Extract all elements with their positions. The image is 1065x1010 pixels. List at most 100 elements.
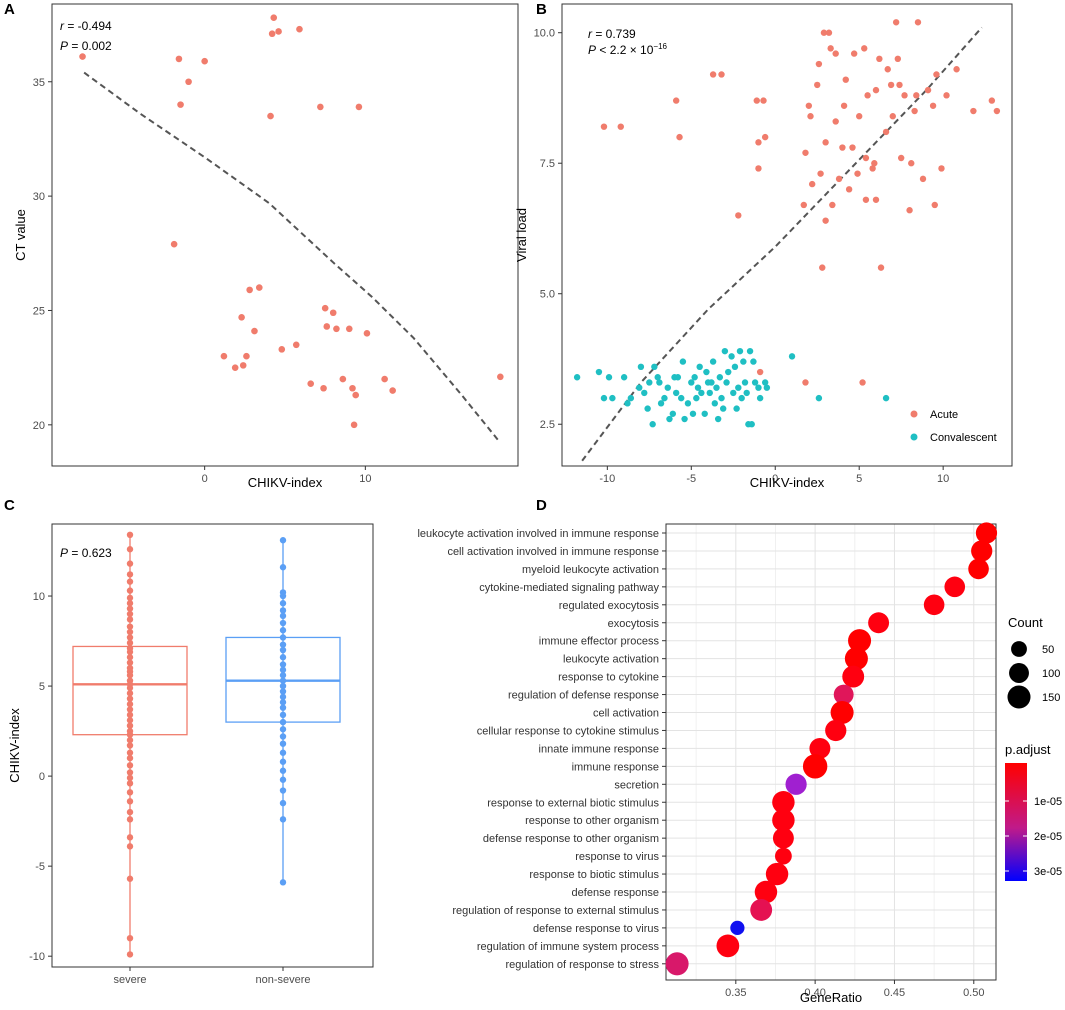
panel-c-point-non-severe: [279, 627, 287, 634]
panel-b-point-acute: [876, 55, 883, 63]
panel-c-point-severe: [126, 623, 134, 630]
panel-b-legend-key: [910, 433, 918, 441]
panel-a-point: [339, 375, 347, 383]
panel-c-point-severe: [126, 600, 134, 607]
panel-b-point-acute: [871, 160, 878, 167]
panel-c-point-severe: [126, 754, 134, 762]
panel-c-point-non-severe: [279, 776, 287, 783]
panel-b-point-acute: [832, 118, 839, 125]
panel-c-point-severe: [126, 769, 134, 776]
panel-c-point-non-severe: [279, 816, 287, 823]
panel-d-term-label: cell activation involved in immune respo…: [447, 546, 659, 558]
panel-c-point-non-severe: [279, 661, 287, 668]
panel-d-dot: [830, 700, 854, 725]
panel-b-point-convalescent: [649, 421, 656, 428]
panel-c-point-non-severe: [279, 677, 287, 684]
panel-c-point-non-severe: [279, 711, 287, 719]
panel-b-point-convalescent: [721, 347, 729, 355]
panel-c-point-severe: [126, 798, 134, 805]
panel-b-point-convalescent: [756, 394, 764, 402]
panel-b-point-acute: [877, 264, 885, 271]
panel-d-term-label: exocytosis: [608, 618, 660, 630]
panel-b-point-convalescent: [656, 379, 663, 386]
panel-d-x-tick-label: 0.45: [884, 987, 905, 999]
panel-b-point-acute: [993, 107, 1001, 115]
panel-a-x-tick-label: 0: [202, 473, 208, 485]
panel-a-y-axis-title: CT value: [13, 209, 28, 261]
panel-d-dot: [765, 862, 789, 886]
panel-c-point-severe: [126, 578, 134, 585]
panel-d-dot: [772, 808, 795, 832]
panel-b-point-convalescent: [704, 379, 712, 386]
panel-a-point: [177, 101, 184, 108]
panel-d-x-tick-label: 0.40: [804, 987, 825, 999]
panel-b-point-convalescent: [641, 389, 648, 397]
panel-b-point-convalescent: [654, 374, 661, 381]
panel-d-term-label: response to other organism: [525, 815, 659, 827]
panel-b-point-acute: [825, 29, 833, 36]
panel-a-point: [296, 25, 303, 33]
panel-b-point-convalescent: [728, 353, 735, 360]
panel-d-dot: [665, 952, 689, 976]
panel-c-point-severe: [126, 594, 134, 602]
panel-b-point-convalescent: [688, 379, 695, 386]
panel-d-term-label: response to virus: [575, 851, 659, 863]
panel-d-term-label: immune response: [572, 761, 659, 773]
panel-b-x-tick-label: 0: [772, 473, 778, 485]
panel-b-point-acute: [850, 50, 858, 57]
panel-b-point-convalescent: [696, 363, 703, 371]
panel-d-dot: [802, 754, 828, 779]
panel-c-point-severe: [126, 628, 134, 636]
panel-c-y-tick-label: 5: [39, 681, 45, 693]
panel-b-point-acute: [894, 55, 902, 63]
panel-b-y-tick-label: 10.0: [534, 28, 555, 40]
panel-b-point-acute: [709, 71, 717, 78]
panel-a-point: [352, 391, 360, 399]
panel-c-point-severe: [126, 571, 134, 578]
panel-d-dot: [868, 612, 890, 634]
panel-b-point-convalescent: [627, 394, 635, 402]
panel-b-point-convalescent: [741, 379, 749, 386]
panel-c-point-severe: [126, 808, 134, 816]
panel-a-point: [278, 346, 286, 353]
panel-a-point: [389, 387, 396, 394]
panel-b-point-acute: [755, 165, 762, 172]
panel-d-color-legend-label: 3e-05: [1034, 866, 1062, 878]
panel-b-point-acute: [753, 97, 760, 104]
panel-b-point-acute: [889, 113, 896, 120]
panel-c-point-non-severe: [279, 607, 287, 614]
panel-c-point-severe: [126, 736, 134, 744]
panel-b-point-convalescent: [644, 405, 651, 412]
panel-c-point-severe: [126, 731, 134, 738]
panel-b-point-acute: [882, 128, 890, 136]
panel-b-point-convalescent: [755, 384, 762, 391]
panel-a-point: [321, 304, 329, 312]
panel-d-dot: [716, 934, 740, 958]
panel-c-point-non-severe: [279, 682, 287, 690]
panel-b-point-acute: [869, 165, 876, 172]
panel-b-letter: B: [536, 1, 547, 18]
panel-b-x-tick-label: -10: [599, 473, 615, 485]
panel-a-point: [350, 421, 358, 429]
panel-c-x-tick-label: non-severe: [255, 974, 310, 986]
panel-b-point-convalescent: [746, 347, 754, 355]
panel-d-dot: [848, 629, 872, 653]
panel-a-point: [231, 364, 239, 371]
panel-d-term-label: myeloid leukocyte activation: [522, 564, 659, 576]
panel-c-point-severe: [126, 722, 134, 729]
panel-c-y-tick-label: 10: [33, 591, 45, 603]
panel-b-point-convalescent: [709, 358, 717, 365]
panel-c-point-severe: [126, 774, 134, 782]
panel-c-point-severe: [126, 654, 134, 661]
panel-b-point-acute: [760, 97, 767, 104]
panel-c-point-non-severe: [279, 688, 287, 695]
panel-b-point-convalescent: [657, 400, 665, 407]
panel-b-point-convalescent: [701, 410, 708, 417]
panel-c-point-non-severe: [279, 666, 287, 674]
panel-d-term-label: defense response to other organism: [483, 833, 659, 845]
panel-d: D 0.35 0.40 0.45 0.50 GeneRatio leukocyte acti…: [417, 497, 1062, 1005]
panel-b-point-acute: [901, 92, 908, 99]
panel-b-point-acute: [676, 133, 683, 141]
panel-c-point-non-severe: [279, 619, 287, 627]
panel-d-term-label: response to biotic stimulus: [529, 869, 659, 881]
